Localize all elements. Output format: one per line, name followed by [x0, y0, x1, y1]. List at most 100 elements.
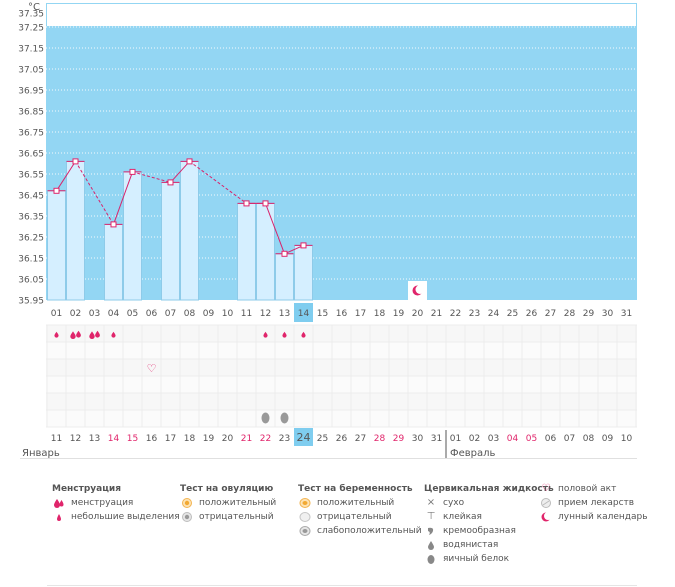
calendar-date-label[interactable]: 24	[297, 431, 311, 444]
y-tick-label: 37.05	[18, 66, 44, 76]
y-tick-label: 36.95	[18, 87, 44, 97]
cycle-day-label[interactable]: 30	[602, 309, 614, 319]
calendar-date-label[interactable]: 09	[602, 434, 614, 444]
temperature-point[interactable]	[300, 242, 307, 249]
calendar-date-label[interactable]: 10	[621, 434, 633, 444]
cycle-day-label[interactable]: 18	[374, 309, 386, 319]
cycle-day-label[interactable]: 12	[260, 309, 271, 319]
pill-icon	[539, 497, 553, 509]
calendar-date-label[interactable]: 01	[450, 434, 461, 444]
temperature-bar	[275, 253, 294, 301]
calendar-date-label[interactable]: 16	[146, 434, 158, 444]
calendar-date-label[interactable]: 06	[545, 434, 557, 444]
cycle-day-label[interactable]: 20	[412, 309, 424, 319]
cycle-day-label[interactable]: 29	[583, 309, 595, 319]
calendar-date-label[interactable]: 19	[203, 434, 215, 444]
symbol-row	[46, 410, 637, 427]
calendar-date-label[interactable]: 25	[317, 434, 328, 444]
cycle-day-label[interactable]: 07	[165, 309, 176, 319]
temperature-bar	[161, 181, 180, 301]
temperature-point[interactable]	[167, 179, 174, 186]
cycle-day-label[interactable]: 25	[507, 309, 518, 319]
temperature-line-segment	[56, 161, 76, 192]
calendar-date-label[interactable]: 27	[355, 434, 366, 444]
calendar-date-label[interactable]: 14	[108, 434, 120, 444]
cycle-day-label[interactable]: 10	[222, 309, 234, 319]
calendar-date-label[interactable]: 23	[279, 434, 290, 444]
y-tick-label: 36.75	[18, 129, 44, 139]
symbol-row	[46, 342, 637, 359]
cycle-day-label[interactable]: 16	[336, 309, 348, 319]
calendar-date-label[interactable]: 30	[412, 434, 424, 444]
pregnancy-negative-icon	[298, 511, 312, 523]
y-tick-label: 35.95	[18, 297, 44, 307]
drop-icon	[52, 497, 66, 509]
calendar-date-label[interactable]: 05	[526, 434, 537, 444]
cycle-day-label[interactable]: 14	[298, 309, 310, 319]
temperature-bar	[294, 244, 313, 301]
calendar-date-label[interactable]: 02	[469, 434, 480, 444]
temperature-line-segment	[75, 161, 114, 225]
cycle-day-label[interactable]: 13	[279, 309, 290, 319]
temperature-point[interactable]	[243, 200, 250, 207]
cycle-day-label[interactable]: 21	[431, 309, 442, 319]
calendar-date-label[interactable]: 31	[431, 434, 442, 444]
calendar-date-label[interactable]: 03	[488, 434, 499, 444]
calendar-date-label[interactable]: 07	[564, 434, 575, 444]
calendar-date-label[interactable]: 29	[393, 434, 405, 444]
cycle-day-label[interactable]: 05	[127, 309, 138, 319]
calendar-date-label[interactable]: 11	[51, 434, 62, 444]
calendar-date-label[interactable]: 13	[89, 434, 100, 444]
legend-label: положительный	[317, 498, 395, 508]
cycle-day-label[interactable]: 17	[355, 309, 366, 319]
temperature-point[interactable]	[281, 250, 288, 257]
cycle-day-label[interactable]: 02	[70, 309, 81, 319]
calendar-date-label[interactable]: 26	[336, 434, 348, 444]
calendar-date-label[interactable]: 28	[374, 434, 386, 444]
cycle-day-label[interactable]: 22	[450, 309, 461, 319]
watery-drop-icon	[424, 539, 438, 551]
cycle-day-label[interactable]: 09	[203, 309, 215, 319]
legend-item-pregnancy-weak: слабоположительный	[298, 524, 422, 538]
cycle-day-label[interactable]: 11	[241, 309, 252, 319]
temperature-point[interactable]	[186, 158, 193, 165]
cycle-day-label[interactable]: 26	[526, 309, 538, 319]
calendar-date-label[interactable]: 21	[241, 434, 252, 444]
legend-menstruation: Менструация менструация небольшие выделе…	[52, 482, 180, 524]
y-tick-label: 36.35	[18, 213, 44, 223]
temperature-point[interactable]	[53, 187, 60, 194]
today-date-cell	[294, 428, 313, 446]
calendar-date-label[interactable]: 04	[507, 434, 519, 444]
cycle-day-label[interactable]: 03	[89, 309, 100, 319]
cycle-day-label[interactable]: 23	[469, 309, 480, 319]
cycle-day-label[interactable]: 27	[545, 309, 556, 319]
cycle-day-label[interactable]: 24	[488, 309, 500, 319]
cycle-day-label[interactable]: 01	[51, 309, 62, 319]
small-drop-icon	[111, 331, 116, 338]
temperature-point[interactable]	[129, 168, 136, 175]
temperature-point[interactable]	[262, 200, 269, 207]
gray-circle-icon	[180, 511, 194, 523]
calendar-date-label[interactable]: 20	[222, 434, 234, 444]
calendar-date-label[interactable]: 15	[127, 434, 138, 444]
calendar-date-label[interactable]: 18	[184, 434, 196, 444]
cycle-day-label[interactable]: 15	[317, 309, 328, 319]
calendar-date-label[interactable]: 12	[70, 434, 81, 444]
temperature-point[interactable]	[72, 158, 79, 165]
cycle-day-label[interactable]: 08	[184, 309, 196, 319]
temperature-point[interactable]	[110, 221, 117, 228]
legend-item-sticky: ⊤ клейкая	[424, 510, 554, 524]
calendar-date-label[interactable]: 08	[583, 434, 595, 444]
bbt-chart: °C 37.35 37.25 37.15 37.05 36.95 36.85 36.75 36…	[18, 2, 637, 459]
legend-label: сухо	[443, 498, 465, 508]
calendar-date-label[interactable]: 22	[260, 434, 271, 444]
cycle-day-label[interactable]: 06	[146, 309, 158, 319]
cycle-day-label[interactable]: 31	[621, 309, 632, 319]
temperature-line-segment	[132, 171, 171, 183]
month-label-start: Январь	[22, 448, 60, 459]
cycle-day-label[interactable]: 19	[393, 309, 405, 319]
calendar-date-label[interactable]: 17	[165, 434, 176, 444]
legend-item-ovulation-negative: отрицательный	[180, 510, 276, 524]
cycle-day-label[interactable]: 04	[108, 309, 120, 319]
cycle-day-label[interactable]: 28	[564, 309, 576, 319]
